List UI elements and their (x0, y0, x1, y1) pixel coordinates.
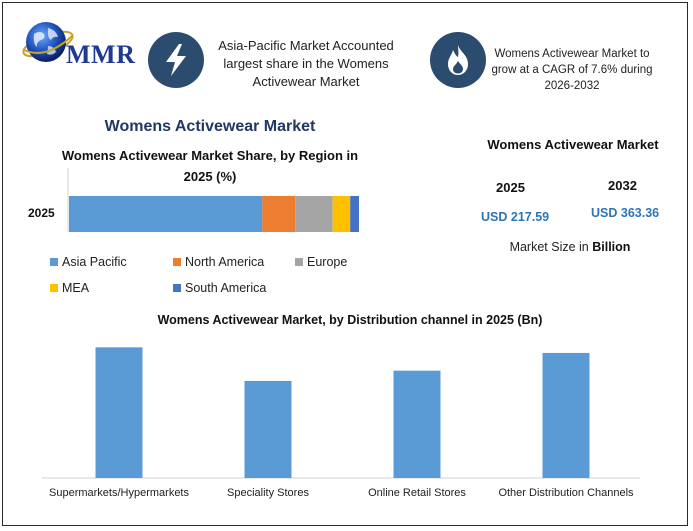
info1-badge (148, 32, 204, 88)
market-size-title: Womens Activewear Market (487, 137, 659, 152)
flame-icon (448, 45, 468, 75)
region-chart-title: Womens Activewear Market Share, by Regio… (61, 148, 359, 184)
globe-logo-icon (22, 22, 74, 62)
logo-text: MMR (66, 40, 136, 69)
info2-badge (430, 32, 486, 88)
region-category-label: 2025 (28, 206, 55, 220)
legend-asia-pacific: Asia Pacific (50, 255, 127, 269)
legend-swatch-north-america (173, 258, 181, 266)
legend-label-asia-pacific: Asia Pacific (62, 255, 127, 269)
channel-bar-speciality-stores (244, 380, 292, 478)
legend-label-south-america: South America (185, 281, 267, 295)
channel-label-other-distribution-channels: Other Distribution Channels (498, 487, 634, 499)
legend-swatch-south-america (173, 284, 181, 292)
year-2025-label: 2025 (496, 180, 525, 195)
channel-bar-online-retail-stores (393, 370, 441, 478)
channel-bar-chart: Supermarkets/Hypermarkets Speciality Stor… (42, 347, 640, 499)
channel-bar-supermarkets-hypermarkets (95, 347, 143, 478)
market-size-note-prefix: Market Size in (509, 240, 593, 254)
region-share-chart: 2025 (28, 168, 359, 232)
info1-text: Asia-Pacific Market Accounted largest sh… (218, 38, 394, 89)
value-2032: USD 363.36 (591, 206, 660, 220)
main-title: Womens Activewear Market (104, 118, 316, 135)
channel-chart-title: Womens Activewear Market, by Distributio… (157, 313, 543, 327)
legend-swatch-asia-pacific (50, 258, 58, 266)
value-2025: USD 217.59 (481, 210, 550, 224)
legend-label-north-america: North America (185, 255, 265, 269)
channel-label-online-retail-stores: Online Retail Stores (368, 487, 466, 499)
channel-label-supermarkets-hypermarkets: Supermarkets/Hypermarkets (49, 487, 189, 499)
channel-label-speciality-stores: Speciality Stores (227, 487, 309, 499)
region-bar-segment-mea (332, 196, 351, 232)
lightning-bolt-icon (166, 44, 186, 76)
region-bar-segment-north-america (262, 196, 296, 232)
channel-bar-other-distribution-channels (542, 352, 590, 478)
info2-text: Womens Activewear Market to grow at a CA… (491, 48, 653, 92)
year-2032-label: 2032 (608, 178, 637, 193)
legend-europe: Europe (295, 255, 347, 269)
region-bar-segment-europe (295, 196, 333, 232)
region-bar-segment-south-america (350, 196, 359, 232)
market-size-note-unit: Billion (592, 240, 631, 254)
legend-label-europe: Europe (307, 255, 348, 269)
region-bar-segment-asia-pacific (69, 196, 263, 232)
legend-swatch-mea (50, 284, 58, 292)
legend-north-america: North America (173, 255, 264, 269)
legend-label-mea: MEA (62, 281, 90, 295)
legend-south-america: South America (173, 281, 266, 295)
legend-mea: MEA (50, 281, 89, 295)
region-legend: Asia Pacific North America Europe MEA So… (50, 255, 350, 301)
market-size-note: Market Size in Billion (470, 240, 670, 254)
legend-swatch-europe (295, 258, 303, 266)
